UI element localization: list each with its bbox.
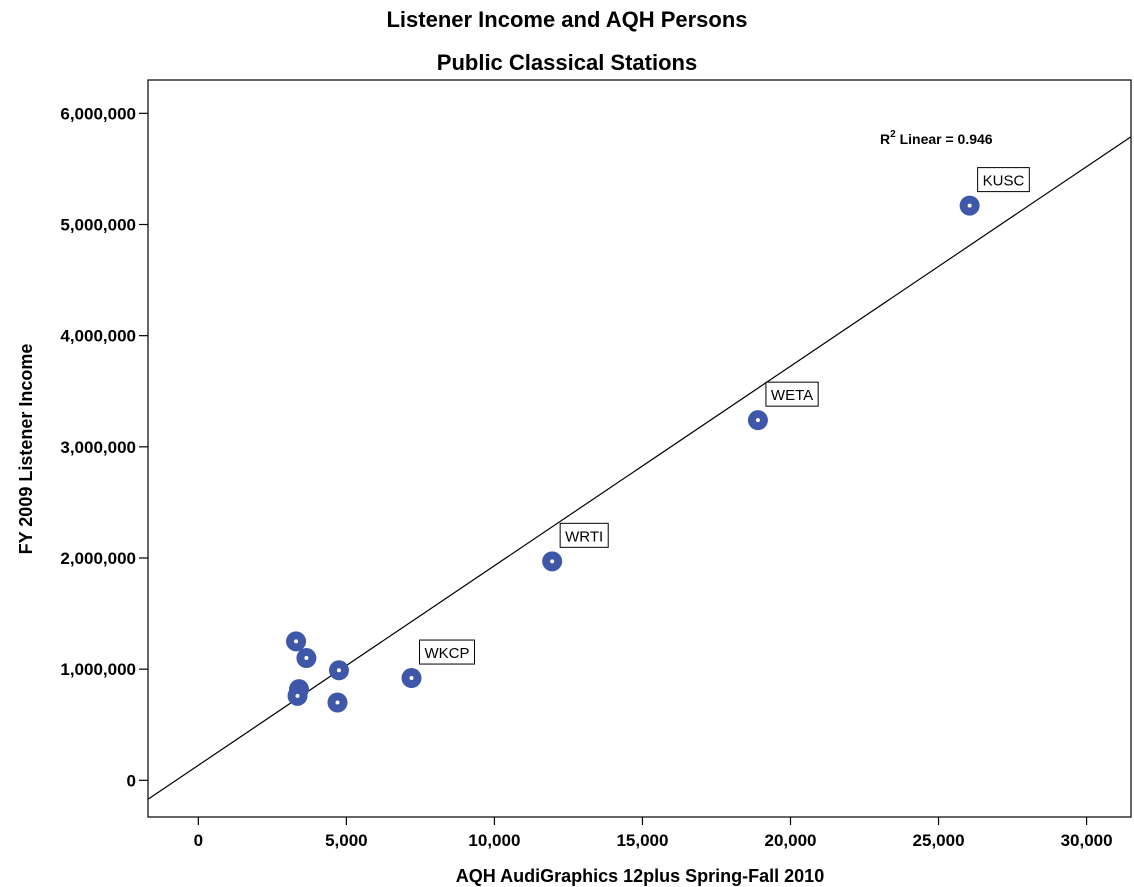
data-point-label: WKCP	[425, 645, 470, 662]
data-point-center	[335, 700, 340, 705]
data-point-label: WRTI	[565, 528, 603, 545]
x-tick-label: 10,000	[468, 831, 520, 850]
r2-annotation-text: Linear = 0.946	[896, 131, 993, 147]
data-point-center	[295, 693, 300, 698]
x-tick-label: 30,000	[1061, 831, 1113, 850]
data-point-center	[409, 676, 414, 681]
x-axis-ticks: 0 5,000 10,000 15,000 20,000 25,000 30,000	[194, 817, 1113, 850]
data-point-center	[304, 656, 309, 661]
data-point-label-box	[419, 639, 476, 665]
y-axis-label: FY 2009 Listener Income	[16, 344, 36, 555]
data-point-label-box	[559, 522, 609, 548]
data-point-center	[294, 639, 299, 644]
data-point	[296, 648, 317, 669]
data-point-label-box	[977, 167, 1030, 193]
data-point-center	[336, 668, 341, 673]
y-tick-label: 2,000,000	[60, 549, 136, 568]
data-point: WKCP	[401, 639, 476, 689]
y-tick-label: 0	[127, 771, 136, 790]
y-tick-label: 5,000,000	[60, 216, 136, 235]
data-point	[287, 685, 308, 706]
plot-frame	[147, 79, 1132, 818]
data-point: WETA	[747, 381, 819, 431]
x-tick-label: 5,000	[325, 831, 368, 850]
data-points: WKCP WRTI WETA KUSC	[286, 167, 1030, 713]
y-tick-label: 6,000,000	[60, 104, 136, 123]
y-tick-label: 4,000,000	[60, 327, 136, 346]
data-point-label: WETA	[771, 387, 813, 404]
data-point-center	[967, 203, 972, 208]
x-tick-label: 20,000	[765, 831, 817, 850]
r2-annotation-r: R	[880, 131, 890, 147]
x-axis-label: AQH AudiGraphics 12plus Spring-Fall 2010	[456, 866, 824, 886]
data-point	[328, 660, 349, 681]
data-point-center	[755, 418, 760, 423]
y-axis-ticks: 0 1,000,000 2,000,000 3,000,000 4,000,000 5,0…	[60, 104, 148, 790]
regression-line	[147, 136, 1132, 800]
data-point-label-box	[765, 381, 819, 407]
data-point: KUSC	[959, 167, 1030, 216]
data-point-center	[550, 559, 555, 564]
chart-title: Listener Income and AQH Persons	[386, 7, 747, 32]
data-point	[327, 692, 348, 713]
data-point	[286, 631, 307, 652]
y-tick-label: 1,000,000	[60, 660, 136, 679]
y-tick-label: 3,000,000	[60, 438, 136, 457]
x-tick-label: 0	[194, 831, 203, 850]
x-tick-label: 15,000	[616, 831, 668, 850]
chart-subtitle: Public Classical Stations	[437, 50, 697, 75]
data-point: WRTI	[542, 522, 609, 572]
x-tick-label: 25,000	[913, 831, 965, 850]
r2-annotation: R2 Linear = 0.946	[880, 129, 993, 147]
data-point-label: KUSC	[983, 173, 1025, 190]
r2-annotation-superscript: 2	[890, 129, 896, 140]
